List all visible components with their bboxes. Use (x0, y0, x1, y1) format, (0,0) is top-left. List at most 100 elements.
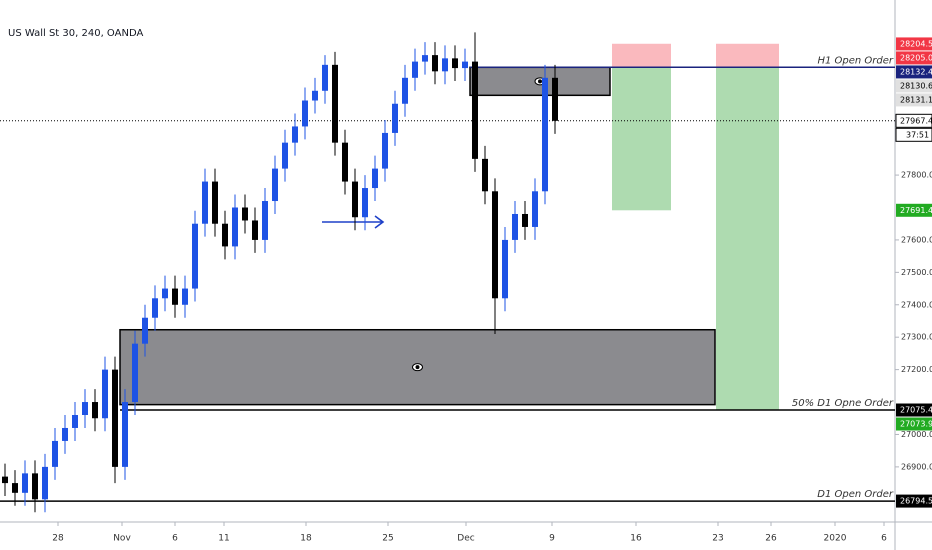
candle-body (242, 207, 248, 221)
x-tick-label: 25 (382, 534, 393, 544)
candle-body (292, 126, 298, 143)
y-tick-label: 27200.0 (901, 365, 932, 374)
level-label: H1 Open Order (817, 55, 893, 66)
candle-body (362, 188, 368, 218)
candle-body (452, 58, 458, 69)
candle-body (42, 466, 48, 500)
candle-body (532, 191, 538, 227)
price-flag-label: 27967.4 (900, 116, 932, 125)
level-label: 50% D1 Opne Order (792, 398, 894, 409)
candle-body (2, 476, 8, 484)
price-flag (895, 113, 932, 128)
x-tick-label: 26 (765, 534, 777, 544)
countdown-label: 37:51 (906, 130, 929, 139)
candle-body (342, 142, 348, 182)
y-tick-label: 27000.0 (901, 430, 932, 439)
price-flag (896, 417, 932, 431)
candle-body (182, 288, 188, 305)
candle-body (122, 402, 128, 467)
x-tick-label: Nov (113, 534, 131, 544)
candle-body (112, 369, 118, 467)
price-flag (896, 403, 932, 417)
candle-body (462, 61, 468, 69)
candle-body (102, 369, 108, 419)
x-tick-label: 16 (630, 534, 642, 544)
candle-body (372, 168, 378, 189)
x-tick-label: 6 (881, 534, 887, 544)
candle-body (302, 100, 308, 127)
price-flag-label: 28132.4 (900, 67, 932, 76)
candle-body (222, 223, 228, 247)
candle-body (472, 61, 478, 159)
candle-body (442, 58, 448, 72)
candle-body (162, 288, 168, 299)
candle-body (72, 415, 78, 428)
x-tick-label: 11 (218, 534, 229, 544)
candle-body (12, 483, 18, 493)
x-tick-label: 2020 (824, 534, 847, 544)
y-tick-label: 27400.0 (901, 300, 932, 309)
candle-body (52, 440, 58, 467)
candle-body (272, 168, 278, 202)
eye-pupil (415, 365, 420, 370)
y-tick-label: 27300.0 (901, 333, 932, 342)
candle-body (552, 77, 558, 121)
candle-body (62, 427, 68, 441)
target-zone (716, 67, 779, 411)
y-tick-label: 26900.0 (901, 462, 932, 471)
candle-body (252, 220, 258, 240)
price-flag-label: 27075.4 (900, 406, 932, 415)
price-flag-label: 27691.4 (900, 206, 932, 215)
candle-body (382, 132, 388, 169)
chart-title: US Wall St 30, 240, OANDA (8, 28, 143, 39)
countdown-box (895, 127, 932, 142)
arrow-annotation (322, 215, 385, 229)
price-flag-label: 28130.6 (900, 81, 932, 90)
candle-body (192, 223, 198, 289)
stop-zone (716, 43, 779, 68)
x-tick-label: 23 (712, 534, 723, 544)
price-flag-label: 28131.1 (900, 95, 932, 104)
candle-body (352, 181, 358, 218)
candle-body (542, 77, 548, 192)
price-flag-label: 28205.0 (900, 53, 932, 62)
price-flag (896, 494, 932, 508)
candle-body (262, 201, 268, 240)
candle-body (142, 317, 148, 344)
y-tick-label: 27600.0 (901, 235, 932, 244)
level-label: D1 Open Order (817, 489, 894, 500)
candle-body (282, 142, 288, 169)
candle-body (392, 103, 398, 133)
candle-body (82, 402, 88, 416)
candle-body (482, 158, 488, 192)
y-tick-label: 27800.0 (901, 171, 932, 180)
price-flag (896, 93, 932, 107)
candle-body (402, 77, 408, 104)
candle-body (422, 55, 428, 62)
eye-pupil (538, 79, 542, 84)
candle-body (212, 181, 218, 224)
price-flag (896, 203, 932, 217)
x-tick-label: 9 (549, 534, 555, 544)
price-flag (896, 37, 932, 51)
price-flag-label: 26794.5 (900, 497, 932, 506)
candle-body (92, 402, 98, 419)
candle-body (412, 61, 418, 78)
stop-zone (612, 43, 671, 68)
price-flag-label: 28204.5 (900, 39, 932, 48)
x-tick-label: 18 (300, 534, 312, 544)
candle-body (312, 90, 318, 101)
candle-body (502, 239, 508, 299)
candle-body (492, 191, 498, 299)
price-flag (896, 65, 932, 79)
candle-body (522, 213, 528, 227)
candle-body (32, 473, 38, 500)
candle-body (152, 298, 158, 318)
candle-body (432, 55, 438, 72)
x-tick-label: 6 (172, 534, 178, 544)
candle-body (512, 213, 518, 240)
candle-body (202, 181, 208, 224)
candle-body (232, 207, 238, 247)
